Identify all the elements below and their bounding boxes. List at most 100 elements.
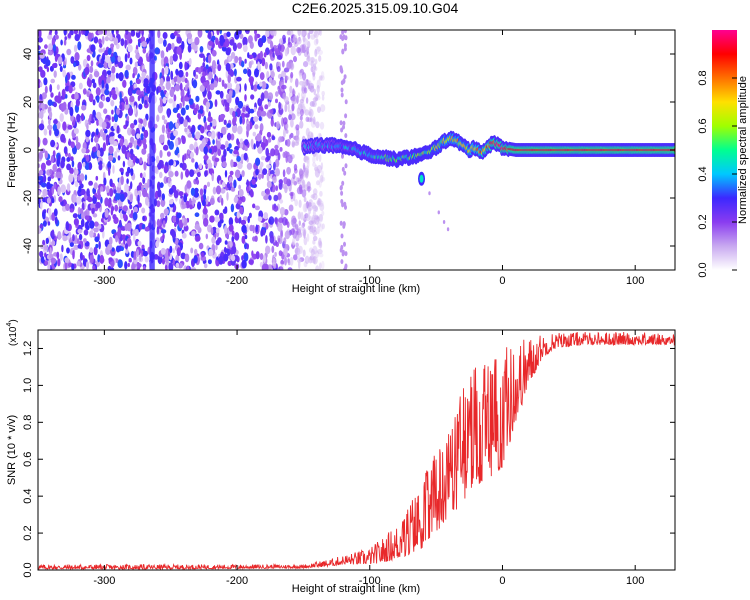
noise-cell <box>77 228 83 234</box>
noise-cell <box>254 205 260 211</box>
x-tick-label: -300 <box>93 575 115 587</box>
noise-cell <box>86 188 90 197</box>
noise-cell <box>146 85 151 95</box>
noise-cell <box>266 155 271 161</box>
noise-cell <box>299 72 303 80</box>
noise-cell <box>237 100 244 109</box>
noise-cell <box>125 248 129 254</box>
snr-y-axis: 0.0 0.2 0.4 0.6 0.8 1.0 1.2 <box>22 341 675 578</box>
noise-cell <box>212 60 216 69</box>
noise-cell <box>90 137 94 143</box>
noise-cell <box>199 144 203 151</box>
noise-cell <box>50 139 56 148</box>
noise-cell <box>256 133 262 142</box>
noise-cell <box>120 175 124 185</box>
noise-cell <box>130 30 136 37</box>
noise-cell <box>224 170 228 178</box>
noise-cell <box>238 189 244 197</box>
noise-cell <box>160 247 166 255</box>
noise-cell <box>259 123 264 132</box>
noise-cell <box>173 94 177 102</box>
noise-cell <box>234 169 241 179</box>
noise-cell <box>168 188 174 195</box>
noise-cell <box>308 216 313 221</box>
noise-cell <box>110 73 116 82</box>
noise-cell <box>201 138 206 148</box>
noise-cell <box>261 57 266 67</box>
noise-cell <box>278 182 283 190</box>
noise-cell <box>55 171 62 179</box>
noise-cell <box>176 212 182 219</box>
noise-cell <box>174 170 179 177</box>
noise-cell <box>240 138 243 143</box>
noise-cell <box>238 184 242 190</box>
snr-multiplier-prefix: (x10 <box>8 326 19 346</box>
noise-cell <box>344 133 348 139</box>
heatmap-y-axis: -40 -20 0 20 40 <box>22 48 675 254</box>
noise-cell <box>221 99 224 106</box>
noise-cell <box>92 213 98 218</box>
noise-cell <box>61 88 66 98</box>
noise-cell <box>117 60 124 69</box>
noise-cell <box>312 116 316 125</box>
noise-cell <box>253 84 258 92</box>
noise-cell <box>314 217 317 225</box>
noise-cell <box>243 68 248 75</box>
noise-cell <box>80 113 85 122</box>
noise-cell <box>232 117 237 126</box>
noise-cell <box>97 30 104 35</box>
noise-cell <box>312 70 316 76</box>
noise-cell <box>275 241 279 247</box>
noise-cell <box>38 30 42 39</box>
noise-cell <box>321 223 325 230</box>
noise-cell <box>142 188 148 198</box>
noise-cell <box>296 95 299 104</box>
noise-cell <box>279 147 283 152</box>
noise-cell <box>230 186 236 192</box>
noise-cell <box>275 185 278 192</box>
noise-cell <box>303 38 309 46</box>
noise-cell <box>313 38 319 46</box>
noise-cell <box>58 196 63 203</box>
noise-cell <box>59 253 63 261</box>
noise-cell <box>305 127 310 137</box>
noise-cell <box>197 112 202 120</box>
noise-cell <box>241 235 246 244</box>
noise-cell <box>163 56 169 66</box>
noise-cell <box>234 31 240 40</box>
noise-cell <box>182 154 185 164</box>
noise-cell <box>120 246 124 251</box>
noise-cell <box>125 120 129 127</box>
y-tick-label: 0 <box>22 147 34 153</box>
noise-cell <box>77 41 82 51</box>
noise-cell <box>143 161 147 171</box>
noise-cell <box>297 232 303 238</box>
noise-cell <box>260 110 267 117</box>
noise-cell <box>130 148 134 155</box>
noise-cell <box>234 232 240 241</box>
noise-cell <box>269 109 274 114</box>
noise-cell <box>244 113 250 118</box>
noise-cell <box>169 245 173 254</box>
snr-frame <box>37 329 676 571</box>
noise-cell <box>101 79 105 89</box>
noise-cell <box>101 95 106 102</box>
noise-cell <box>76 260 81 267</box>
noise-cell <box>102 133 106 141</box>
noise-cell <box>312 97 319 102</box>
noise-cell <box>211 118 217 127</box>
noise-cell <box>244 83 247 92</box>
x-tick-label: 0 <box>499 275 505 287</box>
noise-cell <box>218 255 224 265</box>
noise-cell <box>312 205 318 212</box>
noise-cell <box>119 104 123 110</box>
noise-cell <box>278 136 283 143</box>
noise-cell <box>104 55 111 64</box>
noise-cell <box>76 238 80 245</box>
noise-cell <box>38 176 43 181</box>
noise-cell <box>255 224 258 233</box>
noise-cell <box>302 249 306 257</box>
noise-cell <box>203 81 209 87</box>
noise-cell <box>307 225 311 231</box>
noise-cell <box>318 237 322 246</box>
